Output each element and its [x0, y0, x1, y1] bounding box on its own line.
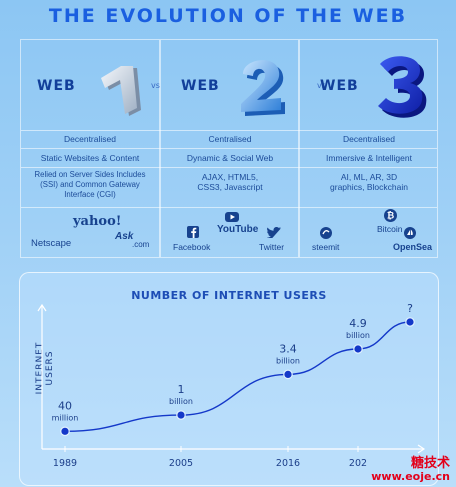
row-divider — [21, 167, 437, 168]
steemit-logo: steemit — [312, 242, 340, 252]
ask-logo: Ask — [115, 231, 134, 242]
watermark: 糖技术 www.eoje.cn — [371, 457, 450, 483]
chart-plot: 1989 2005 2016 20240million1billion3.4billi… — [37, 302, 426, 469]
data-point — [60, 426, 70, 437]
yahoo-logo: yahoo! — [73, 214, 122, 229]
data-label-unit: billion — [169, 397, 193, 406]
x-axis-arrow — [417, 444, 426, 454]
web2-label: WEB — [181, 78, 220, 94]
x-tick-label: 2005 — [169, 458, 193, 469]
web2-tech: AJAX, HTML5, CSS3, Javascript — [197, 172, 263, 192]
web3-tech: AI, ML, AR, 3D graphics, Blockchain — [330, 172, 408, 192]
data-label-unit: billion — [276, 356, 300, 365]
data-point — [405, 317, 415, 327]
data-label-value: 1 — [178, 383, 185, 396]
data-point — [283, 369, 293, 380]
data-point — [353, 344, 363, 354]
web3-hero: WEB — [300, 40, 438, 130]
opensea-icon — [404, 227, 416, 239]
twitter-icon — [267, 227, 281, 238]
ask-com-suffix: .com — [132, 240, 150, 249]
web2-model: Centralised — [208, 134, 252, 144]
chart-title: NUMBER OF INTERNET USERS — [131, 289, 327, 302]
web1-logos: yahoo! Netscape Ask .com — [21, 207, 159, 257]
data-point — [176, 410, 186, 420]
facebook-icon — [187, 226, 199, 238]
data-label-unit: billion — [346, 331, 370, 340]
x-tick-label: 2016 — [276, 458, 300, 469]
row-divider — [21, 130, 437, 131]
svg-text:₿: ₿ — [387, 211, 394, 222]
data-label-value: 40 — [58, 399, 72, 412]
web2-column: WEB vs Centralised Dynamic & Social Web … — [160, 40, 326, 257]
web3-model: Decentralised — [343, 134, 395, 144]
data-label-value: 4.9 — [349, 317, 367, 330]
youtube-icon — [225, 212, 239, 222]
numeral-3-graphic — [378, 56, 427, 118]
youtube-logo: YouTube — [217, 224, 259, 235]
web1-tech: Relied on Server Sides Includes (SSI) an… — [34, 170, 146, 199]
opensea-logo: OpenSea — [393, 242, 433, 252]
data-label-value: 3.4 — [279, 342, 297, 355]
data-label-unit: million — [52, 413, 79, 422]
facebook-logo: Facebook — [173, 242, 211, 252]
row-divider — [21, 207, 437, 208]
web1-model: Decentralised — [64, 134, 116, 144]
web2-logos: YouTube Facebook Twitter — [161, 207, 299, 257]
web1-label: WEB — [37, 78, 76, 94]
numeral-2-graphic — [241, 60, 285, 116]
web1-column: WEB 1 vs Decentralised Static Websites &… — [21, 40, 160, 257]
bitcoin-logo: Bitcoin — [377, 224, 403, 234]
vs-label: vs — [151, 81, 160, 90]
numeral-1-graphic: 1 — [101, 66, 141, 116]
web2-hero: WEB vs — [161, 40, 326, 130]
watermark-line2: www.eoje.cn — [371, 470, 450, 483]
netscape-logo: Netscape — [31, 238, 72, 249]
web3-type: Immersive & Intelligent — [326, 153, 412, 163]
series-line — [64, 321, 411, 433]
web-comparison-table: WEB 1 vs Decentralised Static Websites &… — [20, 39, 438, 258]
x-tick-label: 1989 — [53, 458, 77, 469]
row-divider — [21, 148, 437, 149]
page-title: THE EVOLUTION OF THE WEB — [48, 5, 408, 27]
y-axis-arrow — [37, 303, 47, 312]
twitter-logo: Twitter — [259, 242, 285, 252]
web1-type: Static Websites & Content — [40, 153, 140, 163]
web3-logos: ₿ Bitcoin steemit OpenSea — [300, 207, 438, 257]
vs-label: vs — [317, 81, 326, 90]
data-label-value: ? — [407, 302, 413, 315]
internet-users-chart: NUMBER OF INTERNET USERS INTERNET USERS … — [19, 272, 439, 486]
bitcoin-icon: ₿ — [384, 209, 397, 222]
x-tick-label: 202 — [349, 458, 367, 469]
watermark-line1: 糖技术 — [410, 456, 450, 471]
web3-label: WEB — [320, 78, 359, 94]
web2-type: Dynamic & Social Web — [186, 153, 274, 163]
web1-hero: WEB 1 vs — [21, 40, 160, 130]
web3-column: WEB Decentralised Immersive & Intelligen… — [299, 40, 438, 257]
steemit-icon — [320, 227, 332, 239]
